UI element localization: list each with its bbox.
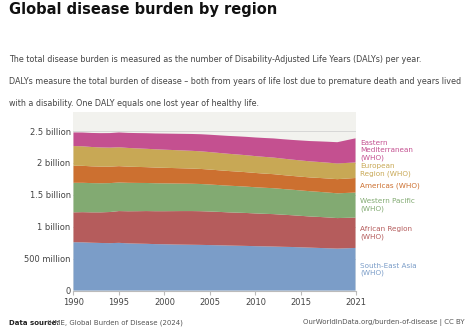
Text: Global disease burden by region: Global disease burden by region	[9, 2, 278, 17]
Text: Americas (WHO): Americas (WHO)	[360, 182, 420, 188]
Text: European
Region (WHO): European Region (WHO)	[360, 163, 411, 177]
Text: Eastern
Mediterranean
(WHO): Eastern Mediterranean (WHO)	[360, 140, 413, 161]
Text: The total disease burden is measured as the number of Disability-Adjusted Life Y: The total disease burden is measured as …	[9, 55, 422, 64]
Text: Western Pacific
(WHO): Western Pacific (WHO)	[360, 198, 415, 212]
Text: Data source:: Data source:	[9, 320, 60, 326]
Text: South-East Asia
(WHO): South-East Asia (WHO)	[360, 263, 417, 276]
Text: with a disability. One DALY equals one lost year of healthy life.: with a disability. One DALY equals one l…	[9, 99, 259, 108]
Text: Our World
in Data: Our World in Data	[402, 13, 448, 32]
Text: OurWorldInData.org/burden-of-disease | CC BY: OurWorldInData.org/burden-of-disease | C…	[303, 319, 465, 326]
Text: DALYs measure the total burden of disease – both from years of life lost due to : DALYs measure the total burden of diseas…	[9, 77, 462, 86]
Text: African Region
(WHO): African Region (WHO)	[360, 226, 412, 239]
Text: IHME, Global Burden of Disease (2024): IHME, Global Burden of Disease (2024)	[45, 319, 183, 326]
